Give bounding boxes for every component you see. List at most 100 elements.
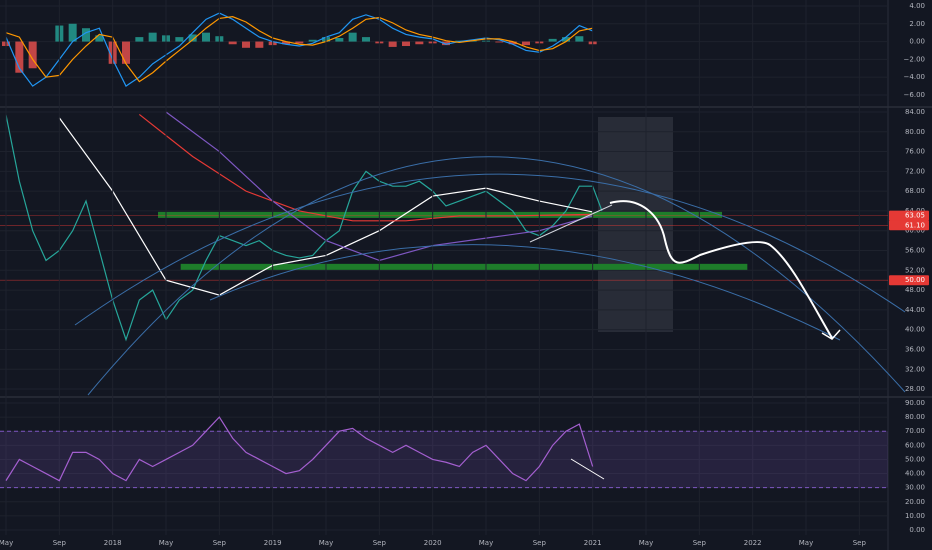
x-tick-label: May (639, 539, 653, 547)
histogram-bar (122, 41, 130, 64)
y-tick-label: 36.00 (905, 345, 925, 353)
y-tick-label: 60.00 (905, 227, 925, 235)
price-tag-label: 63.05 (905, 212, 925, 220)
histogram-bar (295, 41, 304, 44)
support-zone (180, 263, 748, 270)
projection-arrow (609, 200, 833, 339)
x-tick-label: May (159, 539, 173, 547)
price-tag (889, 210, 929, 221)
arc (74, 173, 906, 326)
y-tick-label: 84.00 (905, 108, 925, 116)
y-tick-label: 0.00 (909, 526, 925, 534)
y-tick-label: 80.00 (905, 413, 925, 421)
histogram-bar (508, 41, 517, 45)
x-tick-label: Sep (213, 539, 227, 547)
y-tick-label: 44.00 (905, 306, 925, 314)
price-tag-label: 50.00 (905, 276, 925, 284)
y-tick-label: 72.00 (905, 167, 925, 175)
x-tick-label: May (479, 539, 493, 547)
x-tick-label: Sep (53, 539, 67, 547)
rsi-band (0, 431, 888, 488)
histogram-bar (442, 41, 450, 46)
histogram-bar (522, 41, 530, 46)
arc (87, 156, 906, 396)
x-tick-label: 2022 (744, 539, 762, 547)
histogram-bar (575, 36, 584, 42)
y-tick-label: 50.00 (905, 455, 925, 463)
y-tick-label: 90.00 (905, 399, 925, 407)
x-tick-label: 2021 (584, 539, 602, 547)
series-line (5, 114, 603, 342)
y-tick-label: 40.00 (905, 326, 925, 334)
histogram-bar (335, 38, 344, 42)
histogram-bar (148, 32, 157, 42)
price-tag (889, 220, 929, 231)
x-tick-label: Sep (373, 539, 387, 547)
histogram-bar (202, 32, 210, 42)
histogram-bar (562, 37, 570, 42)
x-tick-label: 2019 (264, 539, 282, 547)
x-tick-label: May (0, 539, 13, 547)
histogram-bar (95, 35, 104, 42)
arrow-head (821, 329, 841, 340)
y-tick-label: 76.00 (905, 148, 925, 156)
histogram-bar (362, 37, 370, 42)
x-tick-label: Sep (693, 539, 707, 547)
histogram-bar (548, 38, 557, 42)
y-tick-label: 0.00 (909, 38, 925, 46)
y-tick-label: 2.00 (909, 20, 925, 28)
projection-box (598, 117, 673, 332)
histogram-bar (388, 41, 397, 47)
histogram-bar (255, 41, 264, 48)
y-tick-label: 60.00 (905, 441, 925, 449)
histogram-bar (282, 41, 290, 45)
histogram-bar (308, 39, 317, 42)
y-tick-label: 80.00 (905, 128, 925, 136)
trend-line (529, 204, 613, 243)
divergence-line (570, 458, 605, 480)
y-tick-label: 56.00 (905, 247, 925, 255)
series-line (5, 16, 593, 83)
x-tick-label: May (799, 539, 813, 547)
support-zone (158, 211, 722, 218)
histogram-bar (402, 41, 410, 47)
x-tick-label: 2018 (104, 539, 122, 547)
y-tick-label: 70.00 (905, 427, 925, 435)
histogram-bar (188, 34, 197, 42)
y-tick-label: 4.00 (909, 2, 925, 10)
y-tick-label: 20.00 (905, 498, 925, 506)
histogram-bar (28, 41, 37, 69)
y-tick-label: 40.00 (905, 470, 925, 478)
price-tag-label: 61.10 (905, 221, 925, 229)
x-tick-label: Sep (533, 539, 547, 547)
y-tick-label: 68.00 (905, 187, 925, 195)
y-tick-label: −6.00 (904, 91, 925, 99)
price-tag (889, 275, 929, 286)
histogram-bar (495, 41, 504, 43)
histogram-bar (242, 41, 250, 48)
y-tick-label: 10.00 (905, 512, 925, 520)
histogram-bar (68, 23, 77, 42)
series-line (138, 113, 593, 222)
histogram-bar (348, 32, 357, 42)
y-tick-label: 48.00 (905, 286, 925, 294)
y-tick-label: 52.00 (905, 266, 925, 274)
histogram-bar (175, 37, 184, 42)
histogram-bar (228, 41, 237, 45)
x-tick-label: 2020 (424, 539, 442, 547)
y-tick-label: −4.00 (904, 73, 925, 81)
y-tick-label: −2.00 (904, 55, 925, 63)
histogram-bar (415, 41, 424, 45)
y-tick-label: 28.00 (905, 385, 925, 393)
x-tick-label: Sep (853, 539, 867, 547)
y-tick-label: 32.00 (905, 365, 925, 373)
histogram-bar (135, 37, 144, 42)
histogram-bar (15, 41, 24, 73)
arc (209, 244, 841, 341)
x-tick-label: May (319, 539, 333, 547)
series-line (5, 416, 594, 482)
histogram-bar (82, 28, 90, 42)
